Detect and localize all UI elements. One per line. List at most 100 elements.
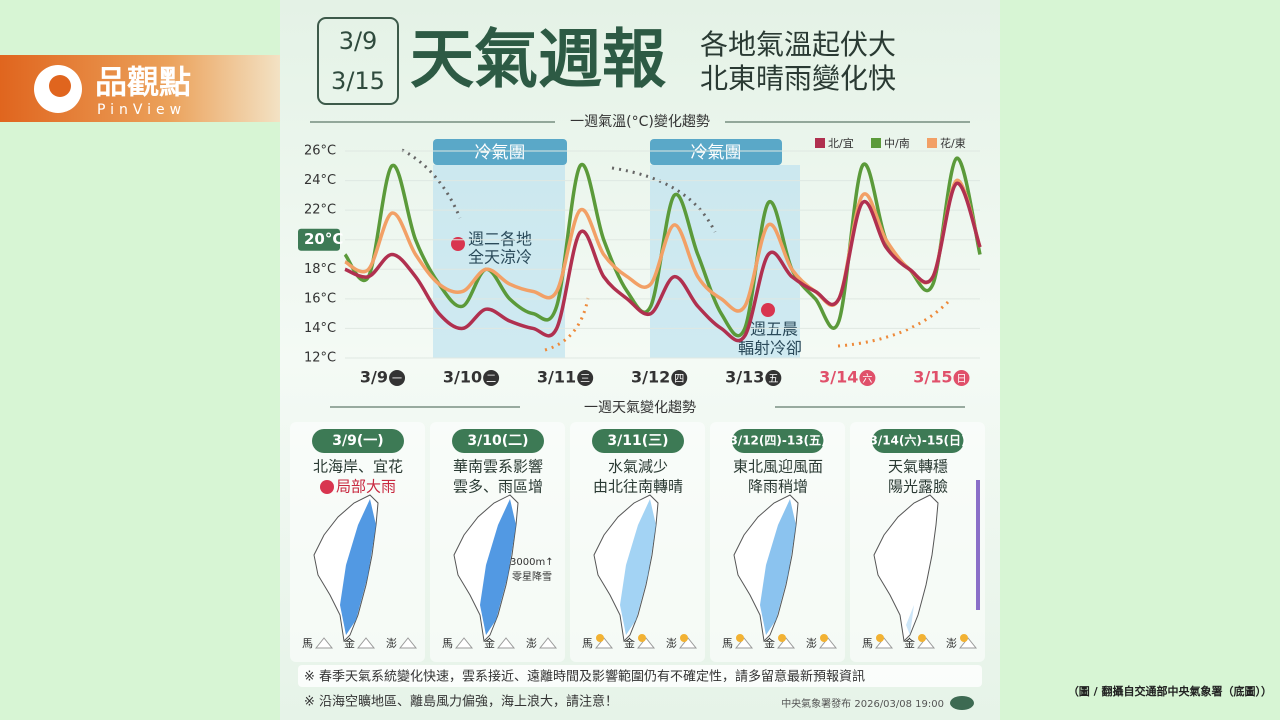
y-tick-label: 12°C bbox=[304, 351, 336, 366]
x-tick-label: 3/11 bbox=[537, 368, 576, 387]
panel-line: 降雨稍增 bbox=[748, 478, 808, 496]
island-label: 澎 bbox=[526, 637, 537, 650]
series-line bbox=[344, 178, 982, 313]
weather-icon bbox=[496, 637, 516, 649]
island-label: 馬 bbox=[582, 637, 593, 650]
weather-icon bbox=[454, 637, 474, 649]
arrow bbox=[401, 148, 462, 219]
island-label: 金 bbox=[484, 636, 495, 650]
x-tick-label: 3/12 bbox=[631, 368, 670, 387]
weather-icon bbox=[818, 637, 838, 649]
y-tick-label: 26°C bbox=[304, 144, 336, 159]
x-tick-label: 3/15 bbox=[913, 368, 952, 387]
cold-air-tag bbox=[650, 139, 782, 165]
x-tick-label: 3/9 bbox=[360, 368, 388, 387]
date-end: 3/15 bbox=[331, 67, 385, 95]
sun-icon bbox=[736, 634, 744, 642]
island-label: 澎 bbox=[946, 637, 957, 650]
alert-icon bbox=[451, 237, 465, 251]
map bbox=[453, 494, 519, 643]
sun-icon bbox=[638, 634, 646, 642]
annotation: 週二各地 bbox=[468, 230, 532, 249]
panel-line: 水氣減少 bbox=[608, 458, 668, 476]
weekday-label: 六 bbox=[862, 373, 872, 385]
legend-swatch bbox=[927, 138, 937, 148]
island-label: 金 bbox=[624, 636, 635, 650]
panel-date: 3/14(六)-15(日) bbox=[869, 433, 966, 448]
alert-icon bbox=[761, 303, 775, 317]
cold-air-label: 冷氣團 bbox=[691, 143, 742, 163]
cwa-logo bbox=[950, 696, 974, 710]
title: 天氣週報 bbox=[410, 24, 666, 98]
x-tick-label: 3/10 bbox=[443, 368, 482, 387]
map-note: 零星降雪 bbox=[512, 570, 552, 583]
weather-icon bbox=[314, 637, 334, 649]
date-pill bbox=[592, 429, 684, 453]
date-pill bbox=[452, 429, 544, 453]
weekday-label: 四 bbox=[674, 374, 684, 385]
note-bg bbox=[298, 665, 982, 687]
weather-icon bbox=[538, 637, 558, 649]
panel-date: 3/12(四)-13(五) bbox=[729, 434, 826, 448]
subtitle: 北東晴雨變化快 bbox=[700, 62, 896, 95]
weather-icon bbox=[398, 637, 418, 649]
weather-icon bbox=[916, 637, 936, 649]
panel-date: 3/9(一) bbox=[332, 433, 383, 449]
weekday-label: 五 bbox=[768, 374, 778, 385]
legend-label: 北/宜 bbox=[828, 136, 854, 150]
series-line bbox=[344, 181, 982, 343]
weather-icon bbox=[734, 637, 754, 649]
weather-icon bbox=[874, 637, 894, 649]
weather-icon bbox=[636, 637, 656, 649]
panel-line: 華南雲系影響 bbox=[453, 458, 543, 476]
legend-swatch bbox=[871, 138, 881, 148]
panel-line: 天氣轉穩 bbox=[888, 458, 948, 476]
weather-icon bbox=[776, 637, 796, 649]
logo-icon-inner bbox=[49, 75, 71, 97]
x-tick-label: 3/13 bbox=[725, 368, 764, 387]
date-start: 3/9 bbox=[339, 27, 378, 55]
map bbox=[313, 494, 379, 643]
weather-icon bbox=[678, 637, 698, 649]
island-label: 馬 bbox=[442, 637, 453, 650]
weekday-badge bbox=[953, 370, 970, 386]
weekday-badge bbox=[671, 370, 688, 386]
publisher: 中央氣象署發布 2026/03/08 19:00 bbox=[781, 697, 944, 710]
y-tick-label: 20°C bbox=[304, 230, 343, 248]
map-rain bbox=[340, 499, 376, 635]
date-box bbox=[317, 17, 399, 105]
weather-icon bbox=[594, 637, 614, 649]
map-rain bbox=[480, 499, 516, 635]
legend-swatch bbox=[815, 138, 825, 148]
island-label: 金 bbox=[904, 636, 915, 650]
y-tick-label: 18°C bbox=[304, 262, 336, 277]
date-pill bbox=[312, 429, 404, 453]
panel-line: 東北風迎風面 bbox=[733, 458, 823, 476]
island-label: 澎 bbox=[666, 637, 677, 650]
note: ※ 春季天氣系統變化快速，雲系接近、遠離時間及影響範圍仍有不確定性，請多留意最新… bbox=[304, 669, 865, 685]
weekday-label: 日 bbox=[956, 374, 966, 385]
weekday-badge bbox=[765, 370, 782, 386]
panel-line: 北海岸、宜花 bbox=[313, 458, 403, 476]
panel-line: 由北往南轉晴 bbox=[593, 478, 683, 496]
annotation: 週五晨 bbox=[750, 320, 798, 339]
panel-date: 3/10(二) bbox=[467, 433, 528, 449]
sun-icon bbox=[876, 634, 884, 642]
sun-icon bbox=[596, 634, 604, 642]
island-label: 澎 bbox=[806, 637, 817, 650]
subtitle: 各地氣溫起伏大 bbox=[700, 28, 896, 61]
island-label: 金 bbox=[764, 636, 775, 650]
y-tick-label: 24°C bbox=[304, 173, 336, 188]
annotation: 輻射冷卻 bbox=[738, 339, 802, 358]
weekday-badge bbox=[577, 370, 594, 386]
island-label: 澎 bbox=[386, 637, 397, 650]
sun-icon bbox=[918, 634, 926, 642]
sun-icon bbox=[680, 634, 688, 642]
island-label: 金 bbox=[344, 636, 355, 650]
island-label: 馬 bbox=[862, 637, 873, 650]
date-pill bbox=[732, 429, 824, 453]
rain-scale bbox=[976, 480, 980, 610]
weekday-badge bbox=[859, 370, 876, 386]
